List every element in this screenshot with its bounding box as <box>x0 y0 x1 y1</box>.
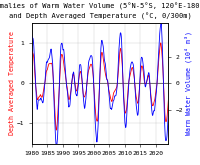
Y-axis label: Depth Averaged Temperature: Depth Averaged Temperature <box>9 31 15 135</box>
Y-axis label: Warm Water Volume (10⁴ m³): Warm Water Volume (10⁴ m³) <box>185 31 192 135</box>
Text: and Depth Averaged Temperature (°C, 0/300m): and Depth Averaged Temperature (°C, 0/30… <box>9 12 191 20</box>
Text: Anomalies of Warm Water Volume (5°N-5°S, 120°E-180°W): Anomalies of Warm Water Volume (5°N-5°S,… <box>0 2 200 10</box>
